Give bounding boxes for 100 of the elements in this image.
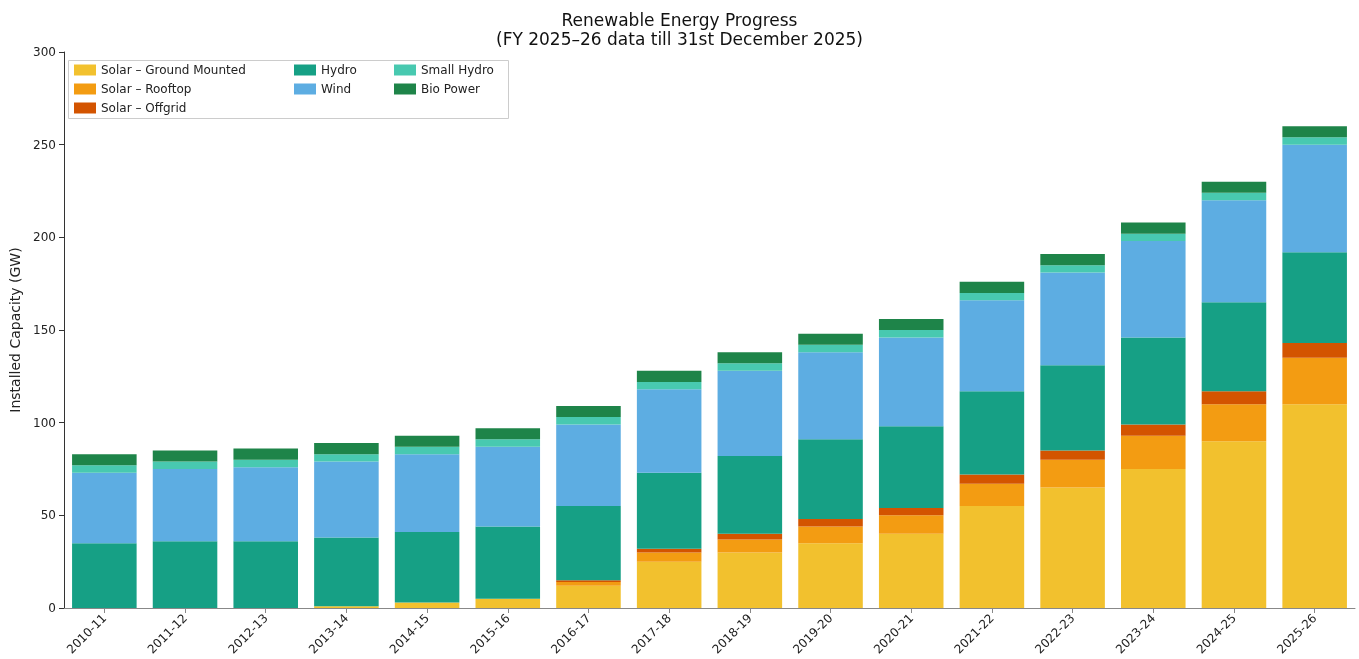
bar (1121, 233, 1186, 242)
bar (152, 541, 218, 608)
bar (959, 506, 1025, 608)
bar (72, 465, 137, 473)
y-tick-label: 100 (33, 415, 56, 430)
bar (636, 370, 702, 382)
bar (475, 598, 541, 608)
legend-label: Small Hydro (421, 63, 494, 77)
bar (959, 474, 1025, 484)
bar (798, 333, 863, 345)
bar (878, 533, 944, 608)
bar (1040, 254, 1105, 266)
bar (1121, 424, 1186, 436)
legend-label: Solar – Offgrid (101, 101, 187, 115)
bar (1282, 137, 1347, 145)
bar (959, 300, 1025, 392)
bar (475, 428, 541, 440)
bar (1040, 459, 1105, 488)
y-tick-label: 0 (48, 601, 56, 615)
bar (717, 363, 783, 371)
bar (233, 459, 298, 468)
bar (1040, 365, 1105, 451)
bar (1282, 126, 1347, 138)
bar (1121, 469, 1186, 608)
bar (1121, 222, 1186, 234)
bar (556, 424, 621, 507)
bar (959, 292, 1025, 301)
bar (1121, 435, 1186, 469)
bar (1040, 272, 1105, 366)
bar (152, 450, 218, 462)
bar (636, 561, 702, 608)
bar (1282, 144, 1347, 253)
bar (394, 446, 460, 455)
bar (636, 381, 702, 390)
bar (717, 370, 783, 457)
bar (314, 443, 379, 455)
y-tick-label: 200 (33, 230, 56, 245)
bar (1201, 200, 1267, 303)
bar (475, 439, 541, 447)
bar (72, 454, 137, 466)
bar (959, 281, 1025, 293)
bar (1201, 192, 1267, 201)
bar (475, 446, 541, 527)
bar (1282, 404, 1347, 608)
bar (959, 483, 1025, 507)
bar (717, 539, 783, 553)
bar (152, 461, 218, 469)
bar (1201, 181, 1267, 193)
bar (394, 532, 460, 603)
bar (717, 352, 783, 364)
bar (394, 454, 460, 533)
bar (636, 552, 702, 562)
bar (556, 506, 621, 581)
bar (314, 461, 379, 538)
y-tick-label: 250 (33, 137, 56, 152)
bar (1040, 487, 1105, 608)
bar (233, 448, 298, 460)
bar (1040, 265, 1105, 273)
bar (1040, 450, 1105, 460)
bar (798, 439, 863, 520)
bar (233, 467, 298, 542)
bar (152, 469, 218, 542)
bar (1121, 337, 1186, 425)
legend-label: Wind (321, 82, 352, 96)
bar (556, 417, 621, 425)
legend-label: Solar – Rooftop (101, 82, 192, 96)
bar (717, 456, 783, 534)
bar (1201, 441, 1267, 608)
bar (798, 519, 863, 527)
bar (1282, 252, 1347, 343)
bar (959, 391, 1025, 475)
bar (556, 585, 621, 608)
bar (394, 602, 460, 608)
bar (475, 526, 541, 599)
bar (233, 541, 298, 608)
bar (798, 526, 863, 544)
chart-title: Renewable Energy Progress (561, 9, 798, 30)
legend-label: Bio Power (421, 82, 481, 96)
bar (878, 330, 944, 338)
y-tick-label: 50 (40, 508, 56, 523)
bar (314, 537, 379, 607)
bar (878, 515, 944, 534)
bar (798, 344, 863, 353)
bar (1121, 241, 1186, 338)
bar (1201, 302, 1267, 392)
y-tick-label: 150 (33, 323, 56, 337)
bar (798, 352, 863, 440)
y-axis-title: Installed Capacity (GW) (7, 247, 23, 413)
bar (1201, 404, 1267, 442)
legend-label: Hydro (321, 63, 357, 77)
bar (798, 543, 863, 608)
bar (1201, 391, 1267, 405)
bar (556, 405, 621, 418)
bar (878, 507, 944, 516)
legend-label: Solar – Ground Mounted (101, 63, 246, 77)
bar (314, 454, 379, 462)
bar (717, 552, 783, 608)
bar (878, 337, 944, 427)
bar (636, 472, 702, 549)
bar (878, 318, 944, 330)
